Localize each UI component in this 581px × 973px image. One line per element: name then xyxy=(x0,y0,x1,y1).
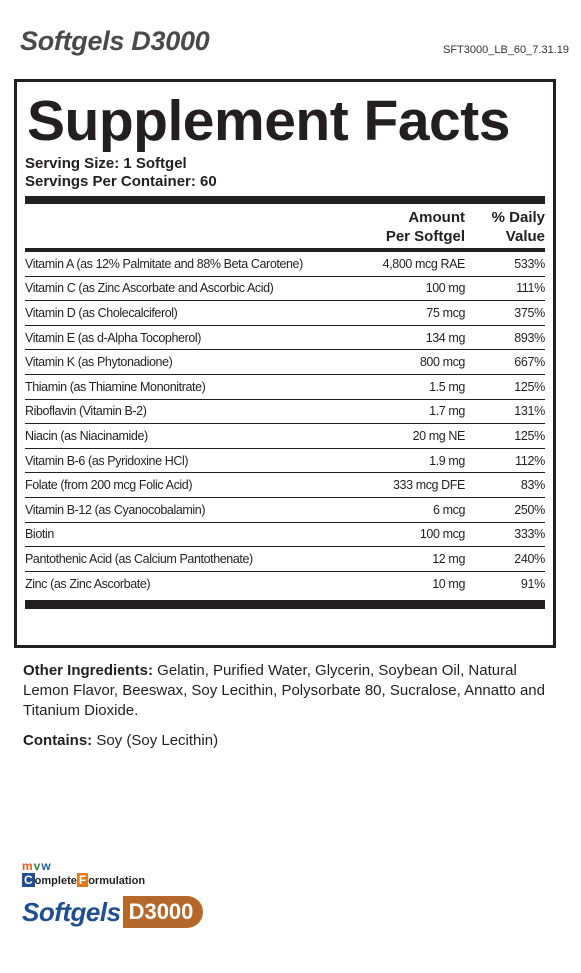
daily-value-header: % Daily Value xyxy=(465,208,545,246)
nutrient-daily-value: 111% xyxy=(516,281,545,296)
other-ingredients: Other Ingredients: Gelatin, Purified Wat… xyxy=(23,661,553,721)
nutrient-daily-value: 240% xyxy=(514,551,545,566)
nutrient-name: Biotin xyxy=(25,527,54,542)
nutrient-amount: 10 mg xyxy=(432,577,465,592)
table-row: Riboflavin (Vitamin B-2) 1.7 mg 131% xyxy=(25,400,545,425)
nutrient-name: Vitamin D (as Cholecalciferol) xyxy=(25,305,178,320)
nutrient-name: Vitamin B-12 (as Cyanocobalamin) xyxy=(25,502,206,517)
nutrient-amount: 1.5 mg xyxy=(429,379,465,394)
table-row: Niacin (as Niacinamide) 20 mg NE 125% xyxy=(25,424,545,449)
nutrient-amount: 6 mcg xyxy=(432,502,465,517)
formulation-rest: ormulation xyxy=(88,875,146,887)
nutrient-amount: 333 mcg DFE xyxy=(392,478,465,493)
nutrient-daily-value: 375% xyxy=(514,305,545,320)
label-code: SFT3000_LB_60_7.31.19 xyxy=(443,44,569,56)
nutrient-rows: Vitamin A (as 12% Palmitate and 88% Beta… xyxy=(25,252,545,596)
dv-header-line2: Value xyxy=(505,228,545,245)
supplement-facts-panel: Supplement Facts Serving Size: 1 Softgel… xyxy=(14,79,556,648)
nutrient-name: Pantothenic Acid (as Calcium Pantothenat… xyxy=(25,551,253,566)
mvw-w: w xyxy=(41,859,52,873)
bottom-divider xyxy=(25,600,545,610)
nutrient-name: Niacin (as Niacinamide) xyxy=(25,428,148,443)
nutrient-daily-value: 83% xyxy=(520,478,545,493)
mvw-v: v xyxy=(33,859,42,873)
nutrient-name: Riboflavin (Vitamin B-2) xyxy=(25,404,147,419)
contains-text: Soy (Soy Lecithin) xyxy=(92,732,219,749)
formulation-f: F xyxy=(76,873,89,887)
mvw-logo: mvw xyxy=(22,860,242,872)
complete-c: C xyxy=(22,873,35,887)
table-row: Biotin 100 mcg 333% xyxy=(25,523,545,548)
nutrient-amount: 100 mg xyxy=(425,281,466,296)
nutrient-amount: 1.7 mg xyxy=(429,404,465,419)
nutrient-daily-value: 112% xyxy=(515,453,545,468)
table-row: Vitamin K (as Phytonadione) 800 mcg 667% xyxy=(25,350,545,375)
dv-header-line1: % Daily xyxy=(491,209,545,226)
nutrient-daily-value: 91% xyxy=(520,577,545,592)
nutrient-amount: 800 mcg xyxy=(419,355,466,370)
nutrient-name: Vitamin E (as d-Alpha Tocopherol) xyxy=(25,330,202,345)
table-row: Vitamin E (as d-Alpha Tocopherol) 134 mg 8… xyxy=(25,326,545,351)
logo-softgels-text: Softgels xyxy=(22,896,121,927)
nutrient-amount: 1.9 mg xyxy=(429,453,465,468)
nutrient-name: Vitamin A (as 12% Palmitate and 88% Beta… xyxy=(25,256,303,271)
serving-size: Serving Size: 1 Softgel xyxy=(25,155,187,172)
table-row: Thiamin (as Thiamine Mononitrate) 1.5 mg 1… xyxy=(25,375,545,400)
nutrient-amount: 100 mcg xyxy=(419,527,466,542)
contains-label: Contains: xyxy=(23,732,93,749)
contains: Contains: Soy (Soy Lecithin) xyxy=(23,732,218,749)
table-row: Vitamin D (as Cholecalciferol) 75 mcg 375% xyxy=(25,301,545,326)
mvw-m: m xyxy=(22,859,34,873)
nutrient-amount: 75 mcg xyxy=(426,305,465,320)
nutrient-daily-value: 131% xyxy=(514,404,545,419)
nutrient-name: Folate (from 200 mcg Folic Acid) xyxy=(25,478,193,493)
amount-header: Amount Per Softgel xyxy=(315,208,465,246)
table-row: Vitamin B-12 (as Cyanocobalamin) 6 mcg 250… xyxy=(25,498,545,523)
nutrient-name: Zinc (as Zinc Ascorbate) xyxy=(25,577,151,592)
nutrient-amount: 20 mg NE xyxy=(412,428,466,443)
amount-header-line1: Amount xyxy=(408,209,465,226)
nutrient-name: Vitamin C (as Zinc Ascorbate and Ascorbi… xyxy=(25,281,274,296)
nutrient-daily-value: 125% xyxy=(514,379,545,394)
table-row: Zinc (as Zinc Ascorbate) 10 mg 91% xyxy=(25,572,545,597)
nutrient-daily-value: 125% xyxy=(514,428,545,443)
table-row: Vitamin C (as Zinc Ascorbate and Ascorbi… xyxy=(25,277,545,302)
nutrient-daily-value: 333% xyxy=(514,527,545,542)
softgels-logo: Softgels D3000 xyxy=(22,896,242,928)
complete-rest: omplete xyxy=(34,875,77,887)
column-headers: Amount Per Softgel % Daily Value xyxy=(25,204,545,252)
supplement-facts-heading: Supplement Facts xyxy=(27,89,510,153)
nutrient-name: Vitamin K (as Phytonadione) xyxy=(25,355,173,370)
nutrient-amount: 12 mg xyxy=(432,551,465,566)
nutrient-name: Vitamin B-6 (as Pyridoxine HCl) xyxy=(25,453,189,468)
logo-d3000-badge: D3000 xyxy=(122,896,204,928)
table-row: Folate (from 200 mcg Folic Acid) 333 mcg … xyxy=(25,473,545,498)
thick-divider xyxy=(25,196,545,204)
nutrient-daily-value: 250% xyxy=(514,502,545,517)
table-row: Vitamin B-6 (as Pyridoxine HCl) 1.9 mg 112… xyxy=(25,449,545,474)
amount-header-line2: Per Softgel xyxy=(385,228,465,245)
nutrient-amount: 134 mg xyxy=(425,330,466,345)
product-title: Softgels D3000 xyxy=(20,26,210,56)
nutrient-daily-value: 893% xyxy=(514,330,545,345)
nutrient-amount: 4,800 mcg RAE xyxy=(382,256,466,271)
servings-per-container: Servings Per Container: 60 xyxy=(25,173,217,190)
table-row: Vitamin A (as 12% Palmitate and 88% Beta… xyxy=(25,252,545,277)
table-row: Pantothenic Acid (as Calcium Pantothenat… xyxy=(25,547,545,572)
nutrient-daily-value: 667% xyxy=(514,355,545,370)
other-ingredients-label: Other Ingredients: xyxy=(23,662,154,679)
other-ingredients-text: Gelatin, Purified Water, Glycerin, Soybe… xyxy=(23,662,545,719)
nutrient-daily-value: 533% xyxy=(514,256,545,271)
nutrient-name: Thiamin (as Thiamine Mononitrate) xyxy=(25,379,206,394)
